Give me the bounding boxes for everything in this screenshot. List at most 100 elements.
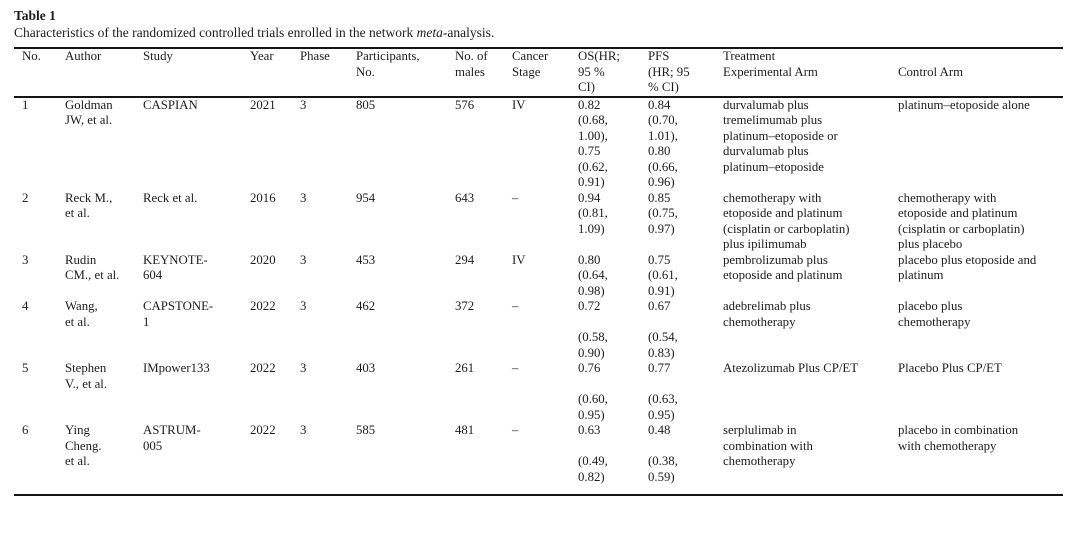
table-caption: Characteristics of the randomized contro… [14,24,1064,42]
column-header: PFS (HR; 95 % CI) [640,48,715,98]
column-header: Author [57,48,135,98]
column-header: Treatment Experimental Arm [715,48,890,98]
cell-no: 2 [22,190,29,205]
cell-cancer-stage: IV [512,252,526,267]
column-header: Participants, No. [348,48,447,98]
cell-study: KEYNOTE- 604 [143,252,208,283]
table-title: Table 1 [14,8,56,23]
cell-study: CASPIAN [143,97,198,112]
column-header: Year [242,48,292,98]
cell-cancer-stage: – [512,361,519,375]
cell-year: 2016 [250,190,276,205]
cell-study: IMpower133 [143,361,210,375]
cell-control-arm: placebo plus chemotherapy [898,299,971,329]
cell-author: Reck M., et al. [65,190,113,221]
cell-males: 481 [447,423,504,496]
cell-phase: 3 [300,97,307,112]
cell-participants: 462 [356,299,376,313]
cell-author: Wang, et al. [65,299,98,329]
column-header: No. [14,48,57,98]
cell-no: 4 [22,299,29,313]
cell-year: 2020 [250,252,276,267]
header-row: No. Author Study Year Phase Participants… [14,48,1063,98]
cell-pfs-hr: 0.85 (0.75, 0.97) [648,190,678,236]
cell-participants: 453 [356,252,376,267]
caption-text-suffix: -analysis. [442,25,495,40]
caption-text-italic: meta [416,25,443,40]
cell-experimental-arm: durvalumab plus tremelimumab plus platin… [723,97,838,174]
cell-author: Stephen V., et al. [65,361,108,391]
cell-os-hr: 0.80 (0.64, 0.98) [578,252,608,298]
caption-text-prefix: Characteristics of the randomized contro… [14,25,417,40]
cell-os-hr: 0.76 (0.60, 0.95) [578,361,608,422]
cell-males: 261 [455,361,475,375]
cell-pfs-hr: 0.48 (0.38, 0.59) [640,423,715,496]
cell-participants: 805 [356,97,376,112]
column-header: Study [135,48,242,98]
cell-males: 372 [455,299,475,313]
cell-phase: 3 [300,361,307,375]
cell-experimental-arm: serplulimab in combination with chemothe… [715,423,890,496]
cell-author: Ying Cheng. et al. [57,423,135,496]
cell-males: 576 [455,97,475,112]
cell-phase: 3 [292,423,348,496]
cell-experimental-arm: chemotherapy with etoposide and platinum… [723,190,850,252]
cell-study: CAPSTONE- 1 [143,299,214,329]
cell-author: Goldman JW, et al. [65,97,113,128]
cell-control-arm: placebo in combination with chemotherapy [890,423,1063,496]
cell-phase: 3 [300,299,307,313]
column-header: Cancer Stage [504,48,570,98]
cell-cancer-stage: – [512,299,519,313]
cell-author: Rudin CM., et al. [65,252,120,283]
cell-os-hr: 0.94 (0.81, 1.09) [578,190,608,236]
cell-no: 5 [22,361,29,375]
cell-os-hr: 0.72 (0.58, 0.90) [578,299,608,360]
column-header: Control Arm [890,48,1063,98]
cell-pfs-hr: 0.75 (0.61, 0.91) [648,252,678,298]
cell-study: Reck et al. [143,190,198,205]
cell-control-arm: Placebo Plus CP/ET [898,361,1002,375]
rct-characteristics-table: No. Author Study Year Phase Participants… [14,47,1063,496]
cell-year: 2022 [250,299,276,313]
table-row: 1 Goldman JW, et al. CASPIAN 2021 3 805 … [14,97,1063,191]
cell-study: ASTRUM- 005 [135,423,242,496]
cell-pfs-hr: 0.77 (0.63, 0.95) [648,361,678,422]
cell-no: 3 [22,252,29,267]
table-row: 5 Stephen V., et al. IMpower133 2022 3 4… [14,361,1063,423]
cell-cancer-stage: – [512,190,519,205]
cell-participants: 403 [356,361,376,375]
table-row: 2 Reck M., et al. Reck et al. 2016 3 954… [14,191,1063,253]
cell-participants: 585 [348,423,447,496]
cell-pfs-hr: 0.67 (0.54, 0.83) [648,299,678,360]
table-body: 1 Goldman JW, et al. CASPIAN 2021 3 805 … [14,97,1063,496]
cell-phase: 3 [300,190,307,205]
cell-males: 643 [455,190,475,205]
cell-males: 294 [455,252,475,267]
cell-year: 2021 [250,97,276,112]
table-row: 4 Wang, et al. CAPSTONE- 1 2022 3 462 37… [14,299,1063,361]
cell-experimental-arm: adebrelimab plus chemotherapy [723,299,811,329]
cell-os-hr: 0.82 (0.68, 1.00), 0.75 (0.62, 0.91) [578,97,608,190]
cell-control-arm: platinum–etoposide alone [898,97,1030,112]
cell-year: 2022 [250,361,276,375]
cell-os-hr: 0.63 (0.49, 0.82) [570,423,640,496]
cell-participants: 954 [356,190,376,205]
cell-phase: 3 [300,252,307,267]
column-header: OS(HR; 95 % CI) [570,48,640,98]
cell-year: 2022 [242,423,292,496]
cell-experimental-arm: Atezolizumab Plus CP/ET [723,361,859,375]
cell-cancer-stage: – [504,423,570,496]
cell-control-arm: chemotherapy with etoposide and platinum… [898,190,1025,252]
cell-experimental-arm: pembrolizumab plus etoposide and platinu… [723,252,843,283]
table-row: 3 Rudin CM., et al. KEYNOTE- 604 2020 3 … [14,253,1063,300]
column-header: Phase [292,48,348,98]
table-row: 6 Ying Cheng. et al. ASTRUM- 005 2022 3 … [14,423,1063,496]
cell-control-arm: placebo plus etoposide and platinum [898,252,1037,283]
cell-no: 6 [14,423,57,496]
table-header: No. Author Study Year Phase Participants… [14,48,1063,98]
cell-cancer-stage: IV [512,97,526,112]
cell-no: 1 [22,97,29,112]
column-header: No. of males [447,48,504,98]
cell-pfs-hr: 0.84 (0.70, 1.01), 0.80 (0.66, 0.96) [648,97,678,190]
